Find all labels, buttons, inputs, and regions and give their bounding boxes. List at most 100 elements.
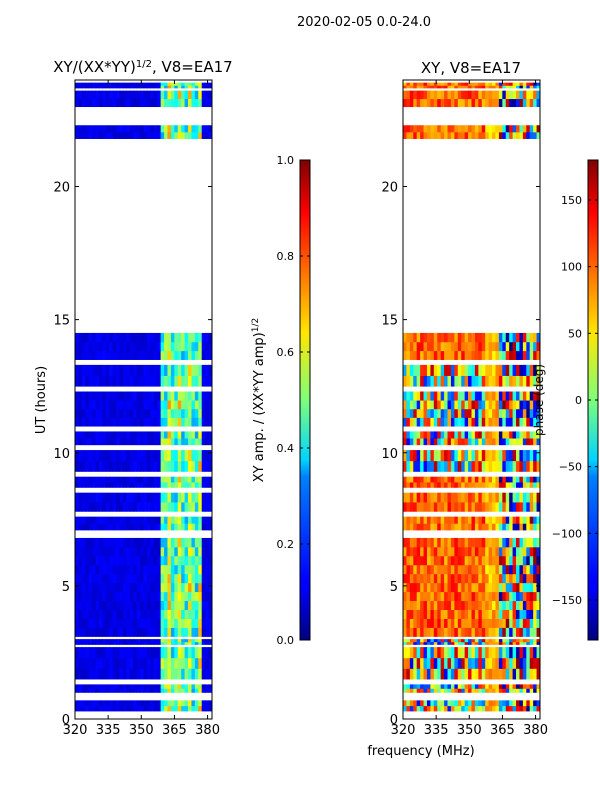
heatmap-cell xyxy=(492,537,497,548)
heatmap-cell xyxy=(146,537,151,548)
heatmap-cell xyxy=(133,627,138,637)
heatmap-cell xyxy=(129,573,134,584)
heatmap-cell xyxy=(205,700,210,707)
heatmap-cell xyxy=(116,82,121,86)
heatmap-cell xyxy=(136,438,141,446)
heatmap-cell xyxy=(406,364,411,376)
heatmap-cell xyxy=(509,555,514,566)
heatmap-cell xyxy=(102,668,107,680)
heatmap-cell xyxy=(403,417,408,427)
heatmap-cell xyxy=(95,591,100,602)
heatmap-cell xyxy=(430,705,435,712)
heatmap-cell xyxy=(468,564,473,575)
heatmap-cell xyxy=(157,391,162,401)
heatmap-cell xyxy=(181,582,186,593)
heatmap-cell xyxy=(461,391,466,401)
heatmap-cell xyxy=(512,438,517,446)
heatmap-cell xyxy=(170,417,175,427)
heatmap-cell xyxy=(478,516,483,524)
heatmap-cell xyxy=(191,341,196,352)
heatmap-cell xyxy=(409,438,414,446)
heatmap-cell xyxy=(516,618,521,628)
heatmap-cell xyxy=(488,82,493,86)
heatmap-cell xyxy=(495,364,500,376)
heatmap-cell xyxy=(198,400,203,410)
heatmap-cell xyxy=(188,431,193,439)
heatmap-cell xyxy=(198,131,203,139)
heatmap-cell xyxy=(461,582,466,593)
heatmap-cell xyxy=(98,573,103,584)
heatmap-cell xyxy=(105,438,110,446)
heatmap-cell xyxy=(413,627,418,637)
heatmap-cell xyxy=(116,85,121,89)
heatmap-cell xyxy=(157,700,162,707)
heatmap-cell xyxy=(146,641,151,645)
heatmap-cell xyxy=(160,502,165,512)
heatmap-cell xyxy=(85,705,90,712)
heatmap-cell xyxy=(478,502,483,512)
heatmap-cell xyxy=(488,341,493,352)
heatmap-cell xyxy=(78,537,83,548)
heatmap-cell xyxy=(420,131,425,139)
heatmap-cell xyxy=(485,627,490,637)
heatmap-cell xyxy=(457,537,462,548)
heatmap-cell xyxy=(208,98,212,108)
heatmap-cell xyxy=(471,375,476,387)
heatmap-cell xyxy=(164,98,169,108)
heatmap-cell xyxy=(505,639,510,643)
heatmap-cell xyxy=(505,609,510,619)
heatmap-cell xyxy=(536,627,540,637)
heatmap-cell xyxy=(181,460,186,472)
heatmap-cell xyxy=(461,684,466,689)
heatmap-cell xyxy=(426,492,431,503)
heatmap-cell xyxy=(98,523,103,531)
heatmap-cell xyxy=(516,417,521,427)
heatmap-cell xyxy=(485,657,490,669)
heatmap-cell xyxy=(498,564,503,575)
heatmap-cell xyxy=(174,350,179,360)
heatmap-cell xyxy=(516,400,521,410)
heatmap-cell xyxy=(119,523,124,531)
heatmap-cell xyxy=(444,125,449,133)
heatmap-cell xyxy=(167,700,172,707)
heatmap-cell xyxy=(461,450,466,462)
heatmap-cell xyxy=(177,555,182,566)
heatmap-cell xyxy=(95,516,100,524)
heatmap-cell xyxy=(505,85,510,89)
heatmap-cell xyxy=(122,438,127,446)
heatmap-cell xyxy=(122,492,127,503)
heatmap-cell xyxy=(112,332,117,343)
heatmap-cell xyxy=(498,657,503,669)
heatmap-cell xyxy=(423,609,428,619)
heatmap-cell xyxy=(105,350,110,360)
heatmap-cell xyxy=(495,125,500,133)
heatmap-cell xyxy=(430,482,435,488)
heatmap-cell xyxy=(167,647,172,659)
heatmap-cell xyxy=(188,564,193,575)
heatmap-cell xyxy=(433,523,438,531)
heatmap-cell xyxy=(140,460,145,472)
heatmap-cell xyxy=(85,82,90,86)
heatmap-cell xyxy=(205,555,210,566)
heatmap-cell xyxy=(498,482,503,488)
heatmap-cell xyxy=(98,431,103,439)
heatmap-cell xyxy=(191,555,196,566)
heatmap-cell xyxy=(420,618,425,628)
heatmap-cell xyxy=(177,537,182,548)
heatmap-cell xyxy=(437,627,442,637)
heatmap-cell xyxy=(416,555,421,566)
heatmap-cell xyxy=(198,573,203,584)
heatmap-cell xyxy=(468,523,473,531)
heatmap-cell xyxy=(461,564,466,575)
heatmap-cell xyxy=(119,82,124,86)
heatmap-cell xyxy=(109,450,114,462)
heatmap-cell xyxy=(474,688,479,693)
heatmap-cell xyxy=(143,627,148,637)
heatmap-cell xyxy=(177,641,182,645)
heatmap-cell xyxy=(160,476,165,483)
heatmap-cell xyxy=(457,573,462,584)
heatmap-cell xyxy=(188,375,193,387)
heatmap-cell xyxy=(198,460,203,472)
heatmap-cell xyxy=(423,523,428,531)
heatmap-cell xyxy=(184,332,189,343)
